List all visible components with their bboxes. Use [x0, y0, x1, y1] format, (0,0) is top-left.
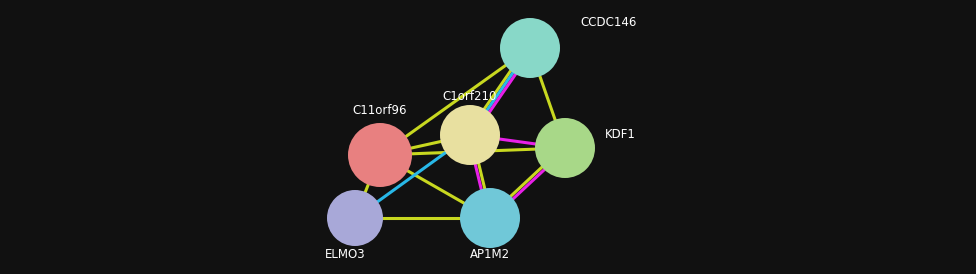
Circle shape — [500, 18, 560, 78]
Text: C11orf96: C11orf96 — [352, 104, 407, 116]
Text: KDF1: KDF1 — [605, 129, 636, 141]
Text: C1orf210: C1orf210 — [443, 90, 497, 104]
Text: AP1M2: AP1M2 — [469, 247, 510, 261]
Circle shape — [460, 188, 520, 248]
Circle shape — [327, 190, 383, 246]
Circle shape — [535, 118, 595, 178]
Circle shape — [348, 123, 412, 187]
Text: ELMO3: ELMO3 — [325, 247, 365, 261]
Text: CCDC146: CCDC146 — [580, 16, 636, 28]
Circle shape — [440, 105, 500, 165]
